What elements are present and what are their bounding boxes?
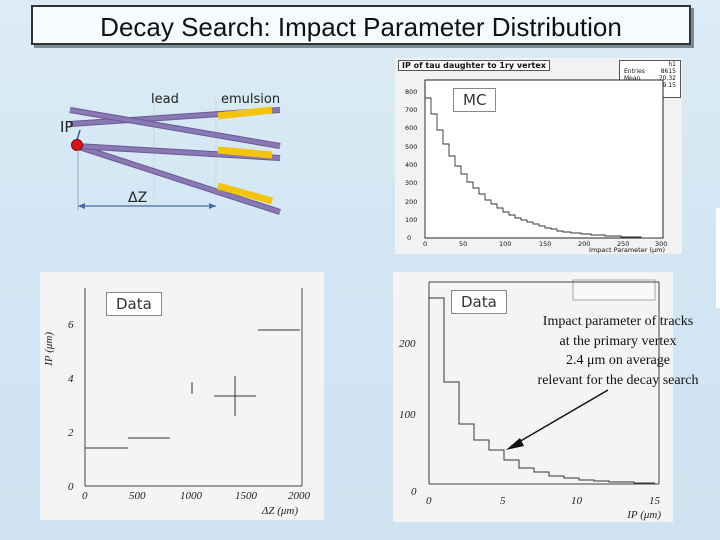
slide-title: Decay Search: Impact Parameter Distribut… <box>100 12 622 42</box>
track-lower-core <box>75 144 281 214</box>
ipdz-x-tick: 1000 <box>180 490 203 502</box>
annotation-arrow-head <box>506 438 524 450</box>
mc-stats-row: Entries 8615 <box>620 68 680 75</box>
annotation-line-2: at the primary vertex <box>559 333 677 349</box>
title-box: Decay Search: Impact Parameter Distribut… <box>31 5 691 45</box>
mc-y-tick: 800 <box>405 88 417 96</box>
ip-stats-box <box>572 279 656 301</box>
ipdz-x-ticks: 0 500 1000 1500 2000 <box>82 490 311 502</box>
label-emulsion: emulsion <box>221 92 281 107</box>
ip-y-tick: 100 <box>399 409 416 421</box>
mc-y-tick: 100 <box>405 216 417 224</box>
ip-x-tick: 5 <box>500 495 506 507</box>
annotation-line-3: 2.4 μm on average <box>566 353 670 368</box>
ipdz-y-tick: 0 <box>68 481 74 493</box>
label-dz: ΔZ <box>128 190 148 206</box>
track-cross-core <box>69 108 281 148</box>
data-tag-right: Data <box>451 290 507 314</box>
ipdz-x-tick: 1500 <box>235 490 258 502</box>
mc-x-tick: 200 <box>578 240 590 248</box>
mc-tag: MC <box>453 88 497 112</box>
mc-y-tick: 200 <box>405 198 417 206</box>
mc-x-tick: 100 <box>499 240 511 248</box>
label-ip: IP <box>60 118 74 136</box>
dz-arrow-left-head <box>78 203 85 209</box>
annotation-line-1: Impact parameter of tracks <box>542 314 694 329</box>
emulsion-segment-3 <box>217 182 273 205</box>
data-tag-left: Data <box>106 292 162 316</box>
ip-x-ticks: 0 5 10 15 <box>426 495 661 507</box>
label-lead: lead <box>151 92 179 107</box>
ip-vs-dz-plot: 0 2 4 6 0 500 1000 1500 2000 IP (μm) ΔZ … <box>43 288 311 517</box>
mc-stat-value: 69.15 <box>658 82 676 89</box>
mc-x-tick: 300 <box>655 240 667 248</box>
ipdz-y-ticks: 0 2 4 6 <box>68 319 74 493</box>
ipdz-y-label: IP (μm) <box>43 332 55 367</box>
ip-histogram-line <box>428 297 655 484</box>
primary-vertex <box>71 139 83 151</box>
annotation-line-4: relevant for the decay search <box>537 372 699 388</box>
ipdz-y-tick: 2 <box>68 427 74 439</box>
ip-arrow <box>76 129 81 141</box>
mc-x-ticks: 0 50 100 150 200 250 300 <box>423 240 667 248</box>
annotation-text: Impact parameter of tracks at the primar… <box>522 312 714 390</box>
mc-histogram-line <box>424 97 663 239</box>
ip-y-tick: 0 <box>411 486 417 498</box>
mc-stat-value: 70.32 <box>658 75 676 82</box>
mc-y-tick: 700 <box>405 106 417 114</box>
mc-stats-name: h1 <box>668 61 676 68</box>
ip-histogram-plot: 0 100 200 0 5 10 15 IP (μm) <box>399 279 661 521</box>
ipdz-x-tick: 0 <box>82 490 88 502</box>
ipdz-x-tick: 2000 <box>288 490 311 502</box>
ip-y-ticks: 0 100 200 <box>399 338 417 498</box>
mc-histogram-panel: IP of tau daughter to 1ry vertex h1 Entr… <box>395 58 682 254</box>
ipdz-x-tick: 500 <box>129 490 146 502</box>
mc-y-tick: 300 <box>405 179 417 187</box>
ip-vs-dz-panel: 0 2 4 6 0 500 1000 1500 2000 IP (μm) ΔZ … <box>40 272 324 520</box>
emulsion-segment-1 <box>217 106 273 120</box>
annotation-arrow-line <box>511 389 609 447</box>
mc-x-tick: 0 <box>423 240 427 248</box>
mc-plot-title: IP of tau daughter to 1ry vertex <box>398 60 550 71</box>
ip-x-tick: 15 <box>649 495 661 507</box>
mc-x-tick: 50 <box>459 240 467 248</box>
mc-x-label: Impact Parameter (μm) <box>589 246 665 254</box>
ip-x-label: IP (μm) <box>626 509 661 521</box>
emulsion-segment-2 <box>217 146 273 159</box>
mc-x-tick: 250 <box>617 240 629 248</box>
mc-stat-key: Mean <box>624 75 641 82</box>
mc-y-tick: 0 <box>407 234 411 242</box>
dz-arrow-right-head <box>209 203 216 209</box>
mc-histogram: 0 100 200 300 400 500 600 700 800 0 50 1… <box>405 79 667 254</box>
ipdz-x-label: ΔZ (μm) <box>261 505 298 517</box>
mc-y-tick: 500 <box>405 143 417 151</box>
mc-x-tick: 150 <box>539 240 551 248</box>
ip-x-tick: 0 <box>426 495 432 507</box>
mc-y-ticks: 0 100 200 300 400 500 600 700 800 <box>405 88 417 242</box>
ip-histogram-panel: 0 100 200 0 5 10 15 IP (μm) Data <box>393 272 673 522</box>
slide-edge-strip <box>716 208 720 308</box>
annotation-arrow <box>506 389 609 450</box>
mc-y-tick: 600 <box>405 124 417 132</box>
mc-y-tick: 400 <box>405 161 417 169</box>
ipdz-y-tick: 4 <box>68 373 74 385</box>
ipdz-y-tick: 6 <box>68 319 74 331</box>
vertex-diagram <box>69 98 281 215</box>
ip-x-tick: 10 <box>571 495 583 507</box>
mc-stats-row: Mean 70.32 <box>620 75 680 82</box>
mc-stat-value: 8615 <box>660 68 676 75</box>
mc-stat-key: Entries <box>624 68 645 75</box>
ip-y-tick: 200 <box>399 338 416 350</box>
